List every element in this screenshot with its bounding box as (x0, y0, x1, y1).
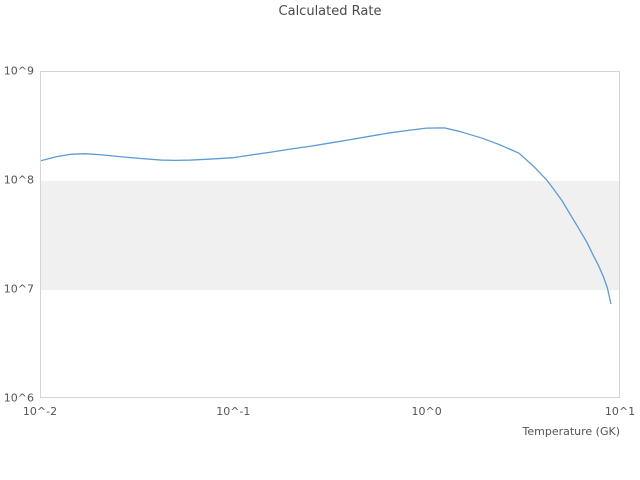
plot-area (40, 71, 620, 398)
x-axis-label: Temperature (GK) (522, 425, 621, 438)
x-tick-label: 10^1 (604, 405, 636, 418)
x-tick-label: 10^-1 (216, 405, 251, 418)
y-tick-label: 10^7 (3, 282, 34, 296)
y-tick-label: 10^8 (3, 173, 34, 187)
y-tick-label: 10^9 (3, 64, 34, 78)
y-tick-label: 10^6 (3, 391, 34, 405)
x-tick-label: 10^-2 (22, 405, 58, 418)
x-tick-label: 10^0 (411, 405, 442, 418)
highlight-band (41, 181, 619, 290)
rate-line-svg (41, 127, 612, 305)
rate-line (41, 127, 612, 305)
chart-title: Calculated Rate (278, 4, 382, 19)
